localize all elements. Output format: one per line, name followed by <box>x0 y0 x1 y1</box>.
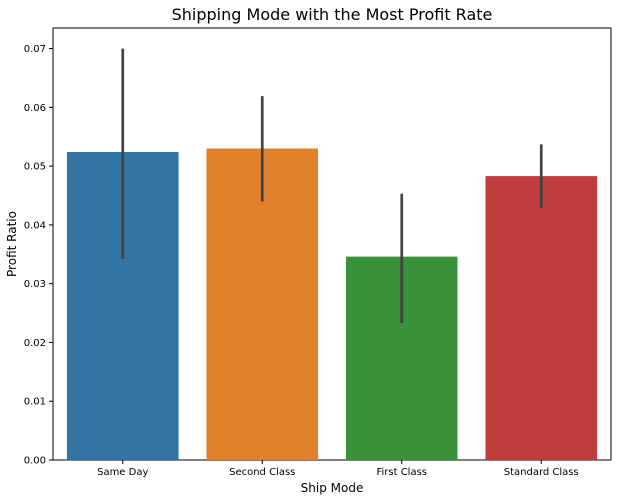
bar <box>485 176 598 460</box>
y-tick-label: 0.07 <box>24 44 46 55</box>
bars <box>66 148 598 460</box>
y-axis: 0.00 0.01 0.02 0.03 0.04 0.05 0.06 0.07 <box>24 44 53 467</box>
y-tick-label: 0.00 <box>24 456 46 467</box>
y-tick-label: 0.03 <box>24 279 46 290</box>
x-tick-label: Standard Class <box>504 467 579 478</box>
x-tick-label: First Class <box>376 467 427 478</box>
y-tick-label: 0.02 <box>24 338 46 349</box>
y-axis-label: Profit Ratio <box>5 211 19 277</box>
x-axis-label: Ship Mode <box>301 481 364 495</box>
x-tick-label: Second Class <box>229 467 295 478</box>
chart-title: Shipping Mode with the Most Profit Rate <box>172 5 493 24</box>
error-bars <box>121 48 543 324</box>
plot-frame <box>52 27 612 461</box>
x-tick-label: Same Day <box>97 467 148 478</box>
y-tick-label: 0.06 <box>24 103 46 114</box>
plot-area: 0.00 0.01 0.02 0.03 0.04 0.05 0.06 0.07 Same Da… <box>24 27 612 478</box>
y-tick-label: 0.05 <box>24 162 46 173</box>
x-axis: Same Day Second Class First Class Standard … <box>97 460 579 478</box>
y-tick-label: 0.04 <box>24 220 46 231</box>
y-tick-label: 0.01 <box>24 397 46 408</box>
